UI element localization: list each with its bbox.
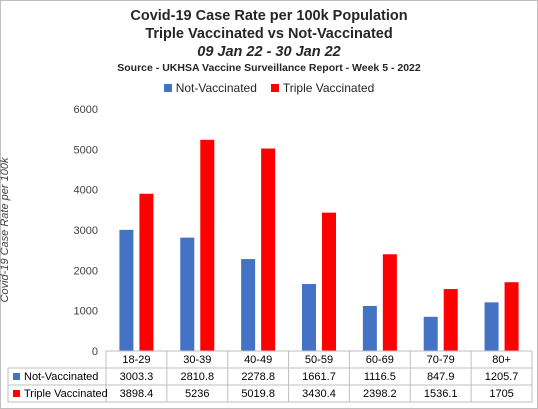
table-legend-key-not-vaccinated [13, 373, 20, 380]
data-label-not-vaccinated: 3003.3 [120, 371, 154, 383]
date-range: 09 Jan 22 - 30 Jan 22 [197, 44, 341, 60]
bar-triple-vaccinated [200, 139, 215, 351]
x-category-label: 40-49 [244, 354, 272, 366]
y-tick-label: 4000 [74, 185, 98, 197]
bar-triple-vaccinated [382, 254, 397, 351]
data-label-not-vaccinated: 1205.7 [485, 371, 519, 383]
x-category-label: 60-69 [366, 354, 394, 366]
legend-swatch-triple-vaccinated [270, 84, 279, 92]
x-category-label: 30-39 [183, 354, 211, 366]
legend-item-not-vaccinated: Not-Vaccinated [163, 81, 257, 95]
bar-triple-vaccinated [443, 289, 458, 351]
legend-label-not-vaccinated: Not-Vaccinated [175, 81, 257, 95]
data-label-not-vaccinated: 1661.7 [302, 371, 336, 383]
bar-triple-vaccinated [322, 212, 336, 351]
table-series-name-triple-vaccinated: Triple Vaccinated [24, 388, 108, 400]
data-label-triple-vaccinated: 1705 [489, 388, 513, 400]
chart-title: Covid-19 Case Rate per 100k Population [130, 8, 408, 24]
bar-not-vaccinated [119, 229, 134, 351]
y-tick-label: 2000 [74, 265, 98, 277]
data-label-triple-vaccinated: 3898.4 [120, 388, 154, 400]
x-category-label: 70-79 [427, 354, 455, 366]
bar-not-vaccinated [484, 302, 499, 351]
y-tick-label: 0 [92, 346, 98, 358]
table-series-name-not-vaccinated: Not-Vaccinated [24, 371, 98, 383]
y-tick-label: 5000 [74, 144, 98, 156]
bar-triple-vaccinated [504, 282, 519, 351]
legend-swatch-not-vaccinated [163, 84, 172, 92]
chart-subtitle: Triple Vaccinated vs Not-Vaccinated [145, 26, 393, 42]
bar-not-vaccinated [362, 305, 377, 351]
data-label-not-vaccinated: 2278.8 [241, 371, 275, 383]
data-label-not-vaccinated: 2810.8 [180, 371, 214, 383]
data-label-triple-vaccinated: 2398.2 [363, 388, 397, 400]
x-category-label: 80+ [492, 354, 511, 366]
table-legend-key-triple-vaccinated [13, 390, 20, 397]
legend: Not-Vaccinated Triple Vaccinated [0, 81, 538, 95]
bar-not-vaccinated [302, 283, 316, 351]
x-category-label: 18-29 [122, 354, 150, 366]
y-tick-label: 3000 [74, 225, 98, 237]
data-label-triple-vaccinated: 5019.8 [241, 388, 275, 400]
bar-triple-vaccinated [139, 193, 154, 351]
bar-not-vaccinated [180, 237, 195, 351]
y-tick-label: 1000 [74, 306, 98, 318]
data-label-triple-vaccinated: 5236 [185, 388, 209, 400]
data-label-not-vaccinated: 1116.5 [364, 371, 396, 383]
legend-label-triple-vaccinated: Triple Vaccinated [282, 81, 375, 95]
bar-triple-vaccinated [261, 148, 276, 351]
bar-not-vaccinated [241, 259, 256, 351]
x-category-label: 50-59 [305, 354, 333, 366]
data-label-not-vaccinated: 847.9 [427, 371, 455, 383]
source-note: Source - UKHSA Vaccine Surveillance Repo… [117, 62, 421, 74]
data-label-triple-vaccinated: 3430.4 [302, 388, 336, 400]
bar-not-vaccinated [423, 316, 438, 351]
legend-item-triple-vaccinated: Triple Vaccinated [270, 81, 375, 95]
y-tick-label: 6000 [74, 104, 98, 116]
data-label-triple-vaccinated: 1536.1 [424, 388, 458, 400]
